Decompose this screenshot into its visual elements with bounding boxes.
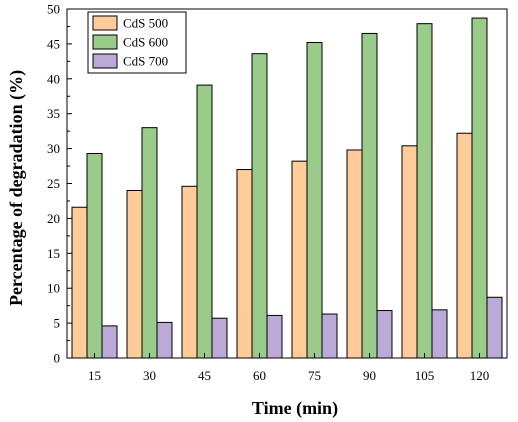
bar-cds-600-75 bbox=[306, 42, 323, 359]
bar-cds-700-120 bbox=[486, 296, 503, 359]
x-axis: 15 30 45 60 75 90 105 120 bbox=[88, 353, 489, 383]
bar-cds-500-30 bbox=[126, 189, 143, 359]
x-tick-label: 90 bbox=[363, 368, 376, 383]
y-tick-label: 15 bbox=[47, 246, 60, 261]
x-tick-label: 60 bbox=[253, 368, 266, 383]
legend-swatch bbox=[92, 15, 118, 31]
bar-cds-700-60 bbox=[266, 314, 283, 359]
bar-cds-700-90 bbox=[376, 310, 393, 359]
bar-cds-700-45 bbox=[211, 317, 228, 359]
bar-cds-600-30 bbox=[141, 127, 158, 359]
x-tick-label: 45 bbox=[198, 368, 211, 383]
x-tick-label: 75 bbox=[308, 368, 321, 383]
bar-cds-500-15 bbox=[71, 206, 88, 359]
y-axis: 0 5 10 15 20 25 30 35 40 45 50 bbox=[47, 2, 72, 366]
bar-cds-500-105 bbox=[401, 145, 418, 359]
x-tick-label: 15 bbox=[88, 368, 101, 383]
legend-swatch bbox=[92, 34, 118, 50]
bar-cds-600-15 bbox=[86, 152, 103, 359]
bar-cds-700-105 bbox=[431, 309, 448, 359]
x-axis-title: Time (min) bbox=[252, 398, 338, 419]
bar-cds-500-60 bbox=[236, 169, 253, 359]
legend: CdS 500 CdS 600 CdS 700 bbox=[87, 11, 187, 74]
y-tick-label: 30 bbox=[47, 141, 60, 156]
bar-cds-500-75 bbox=[291, 160, 308, 359]
y-tick-label: 25 bbox=[47, 176, 60, 191]
bar-cds-700-15 bbox=[101, 325, 118, 359]
y-tick-label: 50 bbox=[47, 2, 60, 17]
bar-cds-600-60 bbox=[251, 53, 268, 359]
bar-cds-700-75 bbox=[321, 313, 338, 359]
bar-cds-500-90 bbox=[346, 149, 363, 359]
y-tick-label: 0 bbox=[54, 351, 61, 366]
legend-label: CdS 500 bbox=[123, 16, 168, 31]
bar-cds-700-30 bbox=[156, 321, 173, 359]
bars bbox=[71, 17, 503, 359]
x-tick-label: 30 bbox=[143, 368, 156, 383]
y-tick-label: 10 bbox=[47, 281, 60, 296]
bar-cds-600-105 bbox=[416, 23, 433, 359]
y-tick-label: 35 bbox=[47, 106, 60, 121]
y-tick-label: 5 bbox=[54, 316, 61, 331]
x-tick-label: 105 bbox=[415, 368, 435, 383]
bar-cds-600-120 bbox=[471, 17, 488, 359]
legend-label: CdS 600 bbox=[123, 35, 168, 50]
bar-cds-500-120 bbox=[456, 132, 473, 359]
y-tick-label: 40 bbox=[47, 71, 60, 86]
bar-cds-600-90 bbox=[361, 32, 378, 359]
y-tick-label: 45 bbox=[47, 36, 60, 51]
bar-cds-600-45 bbox=[196, 84, 213, 359]
legend-swatch bbox=[92, 53, 118, 69]
bar-cds-500-45 bbox=[181, 185, 198, 359]
x-tick-label: 120 bbox=[470, 368, 490, 383]
y-tick-label: 20 bbox=[47, 211, 60, 226]
y-axis-title: Percentage of degradation (%) bbox=[6, 70, 27, 306]
legend-label: CdS 700 bbox=[123, 54, 168, 69]
